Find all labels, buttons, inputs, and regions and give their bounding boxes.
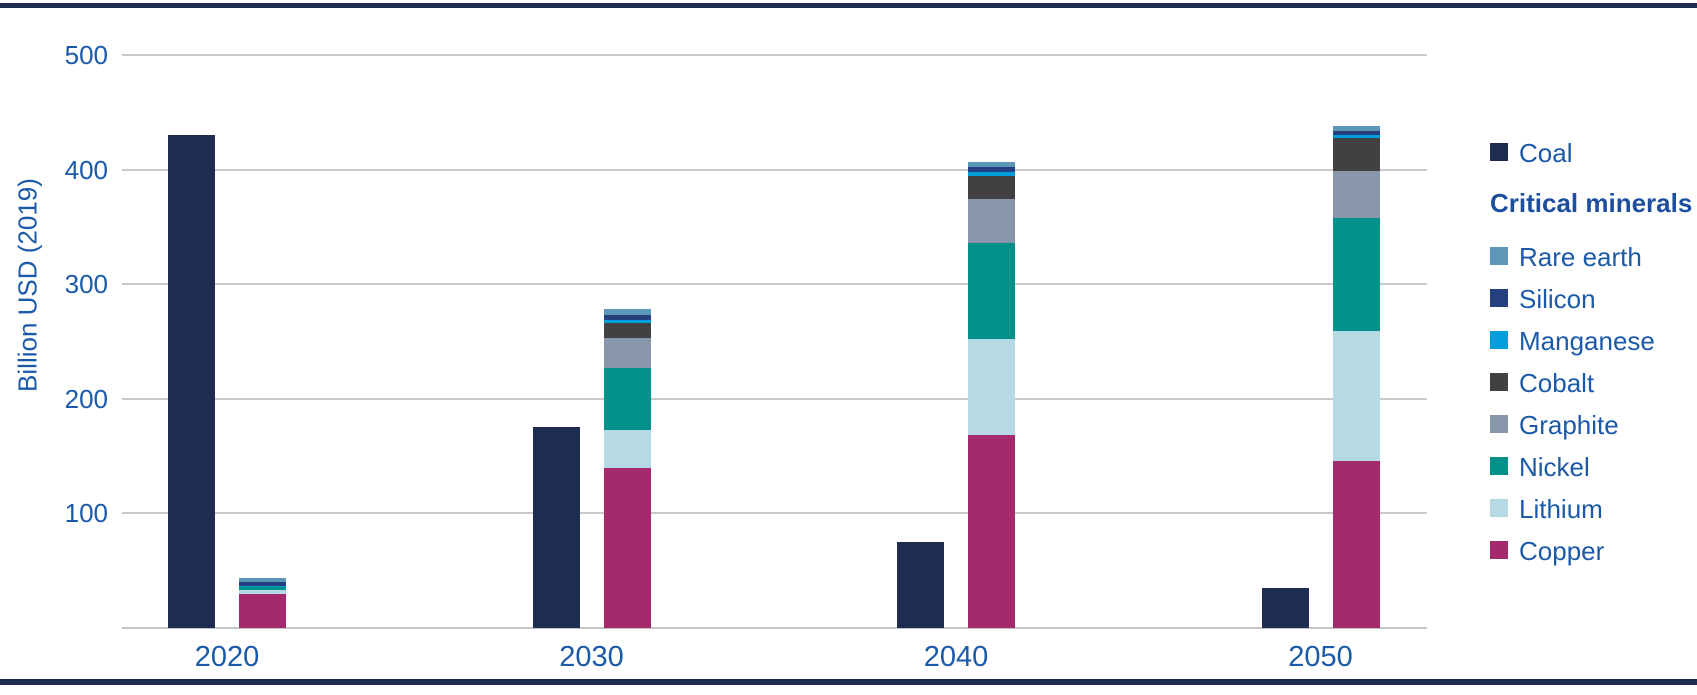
x-tick-label-2040: 2040 xyxy=(923,641,989,673)
legend-label-manganese: Manganese xyxy=(1519,326,1655,356)
legend-swatch-coal xyxy=(1490,143,1508,161)
bar-coal-2020 xyxy=(168,135,215,628)
bar-segment-cobalt-2040 xyxy=(968,176,1015,200)
legend-label-nickel: Nickel xyxy=(1519,452,1590,482)
bar-segment-nickel-2030 xyxy=(603,367,651,430)
bar-segment-lithium-2040 xyxy=(968,339,1015,436)
y-tick-label-100: 100 xyxy=(64,498,108,529)
bar-segment-silicon-2020 xyxy=(239,582,286,586)
bar-segment-copper-2040 xyxy=(968,435,1015,628)
bottom-border-rule xyxy=(0,679,1697,685)
x-tick-label-2020: 2020 xyxy=(194,641,260,673)
gridline-400 xyxy=(122,168,1427,171)
bar-segment-graphite-2040 xyxy=(968,199,1015,243)
bar-segment-cobalt-2030 xyxy=(603,323,651,339)
top-border-rule xyxy=(0,3,1697,8)
bar-segment-silicon-2030 xyxy=(603,315,651,320)
legend-label-copper: Copper xyxy=(1519,536,1605,566)
legend-label-rare-earth: Rare earth xyxy=(1519,242,1642,272)
legend-label-cobalt: Cobalt xyxy=(1519,368,1595,398)
bar-segment-cobalt-2050 xyxy=(1332,137,1380,171)
bar-segment-lithium-2020 xyxy=(239,590,286,594)
gridline-500 xyxy=(122,54,1427,56)
legend-swatch-rare-earth xyxy=(1490,247,1508,265)
x-tick-label-2030: 2030 xyxy=(559,641,624,673)
bar-segment-graphite-2050 xyxy=(1332,170,1380,218)
bar-segment-manganese-2040 xyxy=(968,171,1015,177)
bar-segment-rare-earth-2050 xyxy=(1332,126,1380,131)
bar-coal-2050 xyxy=(1261,587,1309,628)
bar-segment-copper-2050 xyxy=(1332,460,1380,628)
bar-segment-silicon-2040 xyxy=(968,167,1015,172)
legend-label-graphite: Graphite xyxy=(1519,410,1619,440)
legend-label-silicon: Silicon xyxy=(1519,284,1596,314)
bar-segment-manganese-2030 xyxy=(603,319,651,324)
bar-segment-nickel-2020 xyxy=(239,586,286,591)
legend-swatch-manganese xyxy=(1490,331,1508,349)
bar-segment-graphite-2030 xyxy=(603,338,651,368)
legend-label-lithium: Lithium xyxy=(1519,494,1603,524)
y-tick-label-300: 300 xyxy=(64,269,108,300)
bar-segment-nickel-2040 xyxy=(968,242,1015,340)
gridline-100 xyxy=(122,512,1427,515)
bar-segment-rare-earth-2030 xyxy=(603,309,651,316)
legend-swatch-lithium xyxy=(1490,499,1508,517)
y-tick-label-500: 500 xyxy=(64,40,108,70)
bar-segment-copper-2020 xyxy=(239,593,286,628)
legend-swatch-silicon xyxy=(1490,289,1508,307)
x-tick-label-2050: 2050 xyxy=(1288,641,1353,673)
bar-segment-lithium-2030 xyxy=(603,429,651,468)
bar-coal-2040 xyxy=(897,542,944,628)
bar-segment-manganese-2020 xyxy=(239,585,286,587)
legend-swatch-nickel xyxy=(1490,457,1508,475)
legend-label-coal: Coal xyxy=(1519,138,1573,168)
bar-segment-rare-earth-2040 xyxy=(968,161,1015,168)
legend-swatch-cobalt xyxy=(1490,373,1508,391)
x-axis-baseline xyxy=(122,627,1427,629)
bar-segment-silicon-2050 xyxy=(1332,130,1380,136)
bar-segment-lithium-2050 xyxy=(1332,331,1380,461)
bar-segment-manganese-2050 xyxy=(1332,135,1380,138)
legend-header-critical-minerals: Critical minerals xyxy=(1490,188,1693,218)
bar-coal-2030 xyxy=(532,427,580,628)
bar-segment-nickel-2050 xyxy=(1332,217,1380,332)
legend-swatch-graphite xyxy=(1490,415,1508,433)
y-tick-label-200: 200 xyxy=(64,383,108,414)
gridline-300 xyxy=(122,283,1427,286)
legend-swatch-copper xyxy=(1490,541,1508,559)
bar-segment-rare-earth-2020 xyxy=(239,577,286,583)
y-tick-label-400: 400 xyxy=(64,154,108,185)
gridline-200 xyxy=(122,397,1427,400)
y-axis-title: Billion USD (2019) xyxy=(12,178,43,392)
bar-segment-copper-2030 xyxy=(603,467,651,628)
